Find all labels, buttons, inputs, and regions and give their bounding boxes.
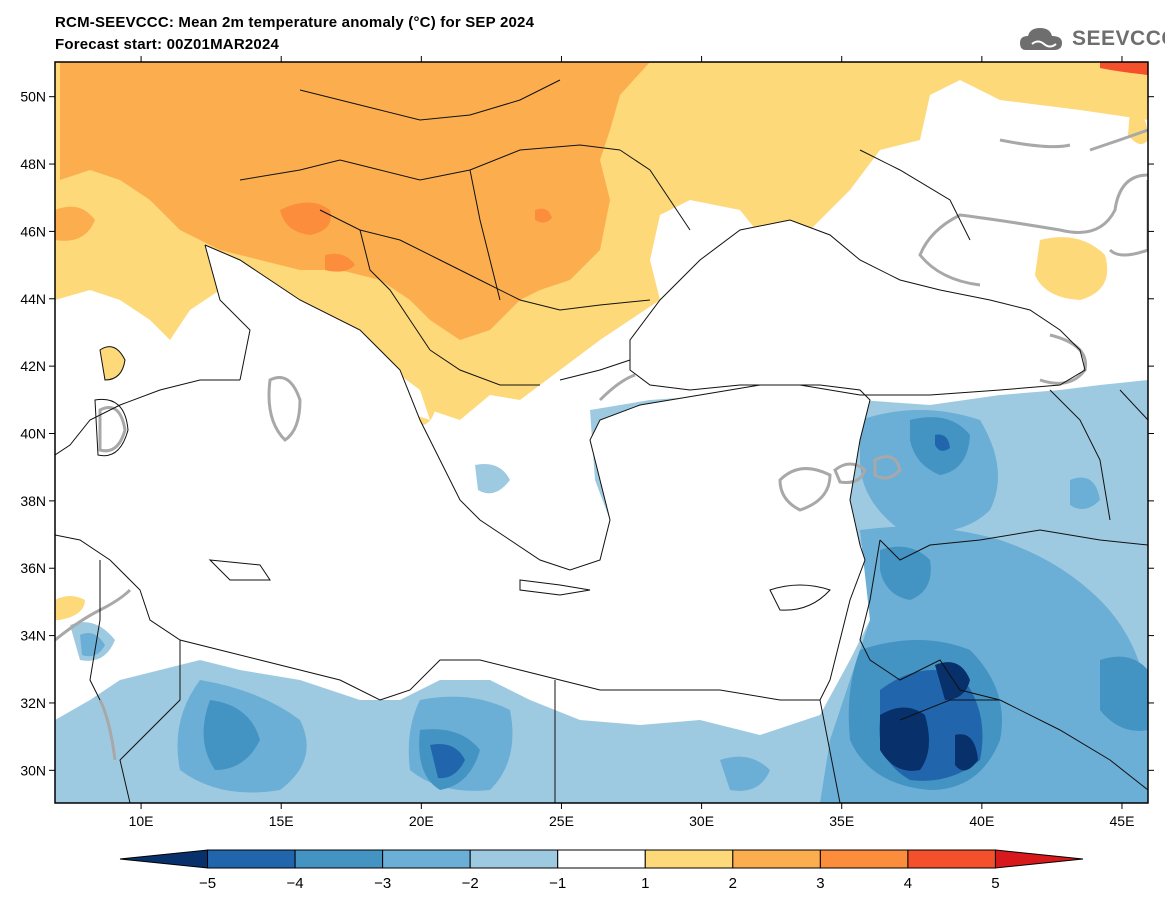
cloud-icon (1020, 28, 1062, 50)
colorbar-label: −4 (287, 875, 304, 892)
lon-tick-label: 35E (829, 813, 854, 829)
coastlines (55, 79, 1148, 803)
colorbar-segment (907, 849, 996, 869)
colorbar-segment (382, 849, 471, 869)
forecast-start-label: Forecast start: 00Z01MAR2024 (55, 36, 280, 53)
lon-tick-label: 20E (409, 813, 434, 829)
colorbar-segment (644, 849, 734, 869)
colorbar-label: 4 (904, 875, 912, 892)
lat-tick-label: 30N (20, 762, 46, 778)
colorbar-segment (732, 849, 821, 869)
longitude-axis: 10E 15E 20E 25E 30E 35E 40E 45E (129, 56, 1135, 829)
sea-mask (55, 200, 1148, 700)
lat-tick-label: 46N (20, 223, 46, 239)
lon-tick-label: 45E (1110, 813, 1135, 829)
lat-tick-label: 34N (20, 628, 46, 644)
colorbar-label: −1 (549, 875, 566, 892)
map-frame (54, 61, 1149, 804)
colorbar-segment (207, 849, 296, 869)
lat-tick-label: 50N (20, 89, 46, 105)
colorbar-segment (119, 849, 209, 869)
colorbar: −5 −4 −3 −2 −1 1 2 3 4 5 (119, 849, 1084, 892)
colorbar-segment (469, 849, 559, 869)
zero-contours (55, 128, 1148, 761)
colorbar-label: 3 (816, 875, 824, 892)
lon-tick-label: 40E (969, 813, 994, 829)
warm-anomaly-core (60, 62, 650, 340)
colorbar-segment (557, 849, 646, 869)
lat-tick-label: 40N (20, 426, 46, 442)
colorbar-segment (994, 849, 1084, 869)
colorbar-segment (294, 849, 384, 869)
map-field (55, 62, 1148, 803)
lat-tick-label: 38N (20, 493, 46, 509)
lat-tick-label: 44N (20, 291, 46, 307)
lat-tick-label: 32N (20, 695, 46, 711)
colorbar-label: −5 (199, 875, 216, 892)
logo-text: SEEVCCC (1072, 27, 1165, 50)
colorbar-segment (819, 849, 909, 869)
lon-tick-label: 15E (269, 813, 294, 829)
lat-tick-label: 36N (20, 560, 46, 576)
colorbar-label: 5 (991, 875, 999, 892)
colorbar-label: 1 (641, 875, 649, 892)
lat-tick-label: 42N (20, 358, 46, 374)
lon-tick-label: 10E (129, 813, 154, 829)
colorbar-label: −2 (462, 875, 479, 892)
lon-tick-label: 30E (689, 813, 714, 829)
map-title: RCM-SEEVCCC: Mean 2m temperature anomaly… (55, 14, 535, 31)
colorbar-label: 2 (729, 875, 737, 892)
latitude-axis: 50N 48N 46N 44N 42N 40N 38N 36N 34N 32N 30N (20, 89, 1154, 778)
colorbar-label: −3 (374, 875, 391, 892)
lon-tick-label: 25E (549, 813, 574, 829)
lat-tick-label: 48N (20, 156, 46, 172)
